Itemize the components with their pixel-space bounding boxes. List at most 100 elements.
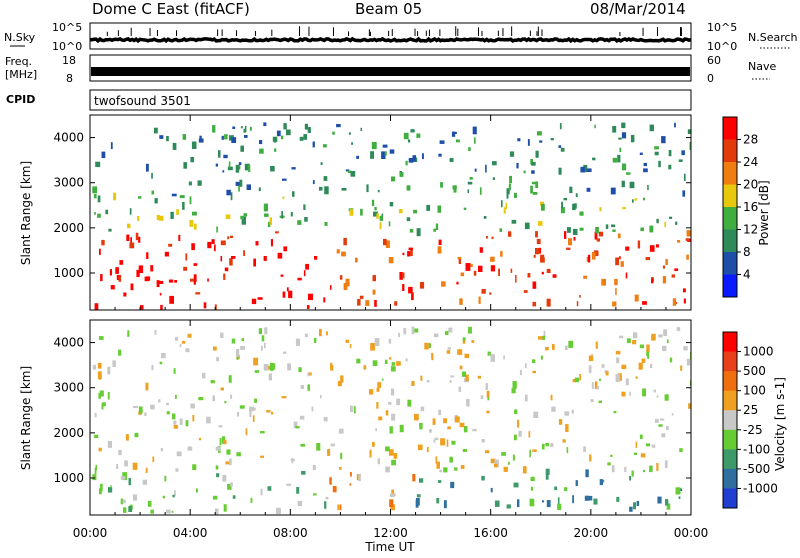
heatmap-cell <box>683 288 686 293</box>
heatmap-cell <box>545 468 550 475</box>
heatmap-cell <box>532 449 537 452</box>
heatmap-cell <box>614 278 618 286</box>
heatmap-cell <box>610 454 613 457</box>
heatmap-cell <box>677 240 681 243</box>
heatmap-cell <box>620 261 624 267</box>
heatmap-cell <box>490 458 496 464</box>
heatmap-cell <box>99 488 102 495</box>
heatmap-cell <box>443 467 448 473</box>
colorbar-tick-label: -1000 <box>743 481 778 495</box>
heatmap-cell <box>95 464 97 471</box>
heatmap-cell <box>438 153 442 157</box>
heatmap-cell <box>168 279 174 283</box>
heatmap-cell <box>519 370 522 376</box>
heatmap-cell <box>303 204 306 210</box>
heatmap-cell <box>350 405 354 412</box>
power-y-label: Slant Range [km] <box>19 161 33 265</box>
heatmap-cell <box>384 359 388 364</box>
heatmap-cell <box>486 410 490 414</box>
heatmap-cell <box>324 186 329 195</box>
heatmap-cell <box>571 409 574 414</box>
heatmap-cell <box>161 353 166 359</box>
heatmap-cell <box>640 453 646 458</box>
heatmap-cell <box>312 464 316 470</box>
heatmap-cell <box>223 504 227 512</box>
heatmap-cell <box>160 304 163 310</box>
heatmap-cell <box>636 500 640 506</box>
heatmap-cell <box>438 239 442 246</box>
heatmap-cell <box>561 201 563 209</box>
heatmap-cell <box>468 326 472 334</box>
heatmap-cell <box>407 139 411 143</box>
heatmap-cell <box>220 332 224 338</box>
heatmap-cell <box>118 449 122 456</box>
y-tick-label: 2000 <box>53 221 84 235</box>
noise-left-tick-top: 10^5 <box>52 21 82 34</box>
heatmap-cell <box>451 440 456 445</box>
heatmap-cell <box>235 181 240 186</box>
heatmap-cell <box>267 221 271 228</box>
heatmap-cell <box>417 444 423 451</box>
heatmap-cell <box>545 443 549 447</box>
heatmap-cell <box>399 424 404 433</box>
heatmap-cell <box>189 278 195 282</box>
heatmap-cell <box>268 373 272 381</box>
heatmap-cell <box>244 135 248 138</box>
heatmap-cell <box>146 252 149 259</box>
heatmap-cell <box>296 487 300 494</box>
heatmap-cell <box>469 177 473 180</box>
heatmap-cell <box>665 499 669 506</box>
heatmap-cell <box>456 139 460 143</box>
freq-panel-frame <box>89 54 692 82</box>
heatmap-cell <box>282 291 286 298</box>
heatmap-cell <box>463 207 467 210</box>
heatmap-cell <box>406 185 411 191</box>
heatmap-cell <box>145 467 148 474</box>
heatmap-cell <box>487 395 490 401</box>
heatmap-cell <box>390 493 395 497</box>
heatmap-cell <box>622 207 626 210</box>
heatmap-cell <box>119 260 124 265</box>
heatmap-cell <box>683 298 686 304</box>
y-tick-label: 3000 <box>53 381 84 395</box>
heatmap-cell <box>297 220 302 225</box>
heatmap-cell <box>688 403 691 409</box>
heatmap-cell <box>320 162 323 165</box>
heatmap-cell <box>332 131 335 135</box>
heatmap-cell <box>372 442 375 447</box>
heatmap-cell <box>254 398 257 403</box>
heatmap-cell <box>617 233 621 239</box>
heatmap-cell <box>374 207 377 211</box>
heatmap-cell <box>523 170 526 174</box>
noise-right-tick-bottom: 10^0 <box>707 40 737 53</box>
heatmap-cell <box>671 274 675 278</box>
heatmap-cell <box>449 158 454 162</box>
freq-band <box>91 67 690 76</box>
heatmap-cell <box>316 443 321 451</box>
heatmap-cell <box>239 179 243 187</box>
heatmap-cell <box>329 477 332 485</box>
heatmap-cell <box>223 439 227 445</box>
heatmap-cell <box>99 390 104 396</box>
heatmap-cell <box>663 329 668 336</box>
heatmap-cell <box>524 363 527 369</box>
heatmap-cell <box>370 343 376 351</box>
heatmap-cell <box>656 218 659 224</box>
heatmap-cell <box>598 400 602 404</box>
heatmap-cell <box>236 355 239 360</box>
colorbar-segment <box>723 332 737 353</box>
heatmap-cell <box>370 151 374 159</box>
station-title: Dome C East (fitACF) <box>92 0 250 18</box>
colorbar-segment <box>723 351 737 372</box>
heatmap-cell <box>466 398 470 407</box>
heatmap-cell <box>551 406 556 412</box>
freq-tick-bottom: 8 <box>66 72 73 85</box>
heatmap-cell <box>505 202 508 210</box>
heatmap-cell <box>192 211 197 216</box>
heatmap-cell <box>545 347 549 351</box>
heatmap-cell <box>228 375 232 383</box>
heatmap-cell <box>304 123 308 130</box>
power-colorbar: 4 8 12 16 20 24 28 <box>722 116 758 298</box>
heatmap-cell <box>514 192 517 198</box>
heatmap-cell <box>595 341 598 349</box>
